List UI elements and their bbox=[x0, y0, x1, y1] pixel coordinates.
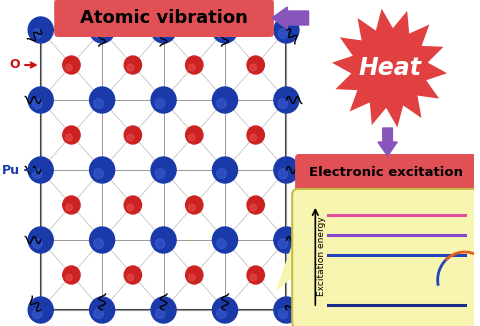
Circle shape bbox=[274, 157, 299, 183]
Circle shape bbox=[213, 297, 238, 323]
Circle shape bbox=[28, 17, 53, 43]
Circle shape bbox=[66, 274, 72, 281]
Circle shape bbox=[247, 56, 264, 74]
Circle shape bbox=[94, 239, 103, 249]
Circle shape bbox=[151, 87, 176, 113]
FancyBboxPatch shape bbox=[292, 189, 478, 326]
Polygon shape bbox=[298, 230, 311, 260]
Circle shape bbox=[33, 309, 42, 319]
Circle shape bbox=[33, 169, 42, 179]
Circle shape bbox=[66, 204, 72, 211]
Circle shape bbox=[127, 274, 134, 281]
Circle shape bbox=[250, 204, 257, 211]
Circle shape bbox=[247, 266, 264, 284]
Circle shape bbox=[278, 99, 288, 109]
Circle shape bbox=[250, 64, 257, 71]
Circle shape bbox=[278, 309, 288, 319]
FancyBboxPatch shape bbox=[295, 154, 476, 192]
Circle shape bbox=[247, 196, 264, 214]
Circle shape bbox=[90, 297, 115, 323]
Circle shape bbox=[124, 196, 142, 214]
Text: Atomic vibration: Atomic vibration bbox=[80, 9, 248, 27]
Circle shape bbox=[151, 297, 176, 323]
Circle shape bbox=[124, 126, 142, 144]
Circle shape bbox=[33, 29, 42, 38]
Circle shape bbox=[94, 169, 103, 179]
FancyArrow shape bbox=[378, 128, 397, 156]
Circle shape bbox=[151, 227, 176, 253]
Circle shape bbox=[63, 266, 80, 284]
Circle shape bbox=[33, 99, 42, 109]
Circle shape bbox=[189, 274, 195, 281]
Circle shape bbox=[278, 239, 288, 249]
FancyBboxPatch shape bbox=[54, 0, 274, 37]
Text: Excitation energy: Excitation energy bbox=[317, 216, 326, 296]
Circle shape bbox=[274, 87, 299, 113]
Circle shape bbox=[28, 227, 53, 253]
Circle shape bbox=[213, 157, 238, 183]
Polygon shape bbox=[277, 230, 311, 290]
Circle shape bbox=[186, 56, 203, 74]
Circle shape bbox=[66, 64, 72, 71]
Circle shape bbox=[216, 99, 226, 109]
Circle shape bbox=[247, 126, 264, 144]
Circle shape bbox=[90, 17, 115, 43]
Circle shape bbox=[278, 169, 288, 179]
Circle shape bbox=[156, 169, 165, 179]
Circle shape bbox=[28, 157, 53, 183]
Circle shape bbox=[274, 17, 299, 43]
Circle shape bbox=[250, 274, 257, 281]
Circle shape bbox=[66, 134, 72, 141]
Circle shape bbox=[94, 29, 103, 38]
Circle shape bbox=[216, 29, 226, 38]
Circle shape bbox=[28, 297, 53, 323]
Text: Heat: Heat bbox=[358, 56, 421, 80]
Circle shape bbox=[63, 56, 80, 74]
Circle shape bbox=[213, 87, 238, 113]
Circle shape bbox=[186, 266, 203, 284]
Circle shape bbox=[250, 134, 257, 141]
Circle shape bbox=[63, 126, 80, 144]
Circle shape bbox=[94, 99, 103, 109]
Circle shape bbox=[216, 239, 226, 249]
Circle shape bbox=[189, 64, 195, 71]
Circle shape bbox=[156, 239, 165, 249]
Bar bbox=[41, 30, 287, 310]
Circle shape bbox=[189, 134, 195, 141]
Circle shape bbox=[90, 157, 115, 183]
Polygon shape bbox=[332, 8, 447, 127]
Circle shape bbox=[213, 227, 238, 253]
Circle shape bbox=[90, 87, 115, 113]
Circle shape bbox=[33, 239, 42, 249]
Circle shape bbox=[127, 204, 134, 211]
Circle shape bbox=[216, 309, 226, 319]
Circle shape bbox=[156, 29, 165, 38]
Circle shape bbox=[124, 266, 142, 284]
Circle shape bbox=[28, 87, 53, 113]
Circle shape bbox=[94, 309, 103, 319]
Circle shape bbox=[90, 227, 115, 253]
Text: O: O bbox=[9, 58, 36, 71]
Text: Pu: Pu bbox=[1, 164, 36, 176]
Circle shape bbox=[186, 196, 203, 214]
Circle shape bbox=[127, 134, 134, 141]
Circle shape bbox=[156, 309, 165, 319]
Circle shape bbox=[274, 297, 299, 323]
Circle shape bbox=[278, 29, 288, 38]
Circle shape bbox=[189, 204, 195, 211]
Circle shape bbox=[186, 126, 203, 144]
Circle shape bbox=[213, 17, 238, 43]
Circle shape bbox=[151, 17, 176, 43]
Circle shape bbox=[127, 64, 134, 71]
Circle shape bbox=[156, 99, 165, 109]
Circle shape bbox=[63, 196, 80, 214]
FancyArrow shape bbox=[272, 7, 309, 29]
Text: Electronic excitation: Electronic excitation bbox=[309, 167, 463, 180]
Circle shape bbox=[151, 157, 176, 183]
Circle shape bbox=[216, 169, 226, 179]
Circle shape bbox=[274, 227, 299, 253]
Circle shape bbox=[124, 56, 142, 74]
